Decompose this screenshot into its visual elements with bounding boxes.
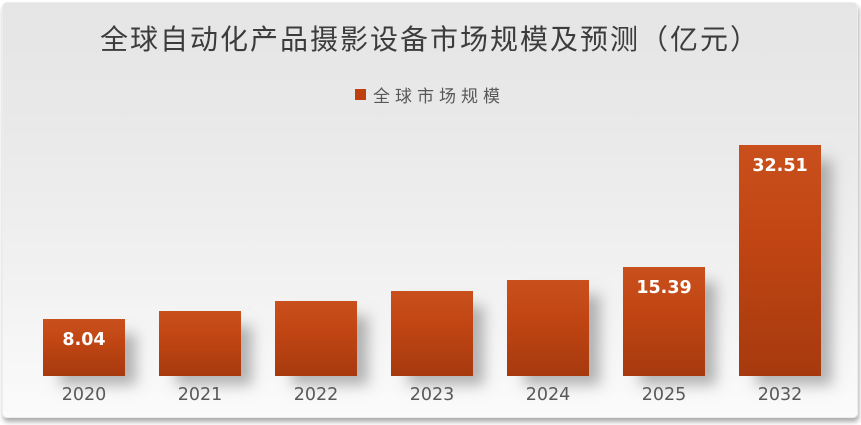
- chart-title: 全球自动化产品摄影设备市场规模及预测（亿元）: [99, 23, 760, 56]
- x-axis-label-2032: 2032: [757, 385, 803, 405]
- x-axis-label-2022: 2022: [293, 385, 339, 405]
- bar-2021: [159, 311, 241, 376]
- legend-label: 全球市场规模: [373, 87, 505, 107]
- x-axis-label-2021: 2021: [177, 385, 223, 405]
- chart-card: 全球自动化产品摄影设备市场规模及预测（亿元） 全球市场规模 8.04 15.39 3…: [2, 2, 858, 418]
- plot-area: 8.04 15.39 32.51: [43, 140, 823, 376]
- bar-value-label-2032: 32.51: [752, 156, 808, 176]
- bar-2025: 15.39: [623, 267, 705, 376]
- x-axis: 2020 2021 2022 2023 2024 2025 2032: [43, 385, 823, 407]
- bar-value-label-2025: 15.39: [636, 278, 692, 298]
- bar-2024: [507, 280, 589, 376]
- x-axis-label-2024: 2024: [525, 385, 571, 405]
- bar-2032: 32.51: [739, 145, 821, 376]
- bar-value-label-2020: 8.04: [62, 330, 106, 350]
- bar-2020: 8.04: [43, 319, 125, 376]
- bar-2022: [275, 301, 357, 376]
- x-axis-label-2020: 2020: [61, 385, 107, 405]
- x-axis-label-2023: 2023: [409, 385, 455, 405]
- bar-2023: [391, 291, 473, 376]
- legend: 全球市场规模: [3, 82, 857, 107]
- x-axis-label-2025: 2025: [641, 385, 687, 405]
- legend-swatch-icon: [355, 89, 366, 100]
